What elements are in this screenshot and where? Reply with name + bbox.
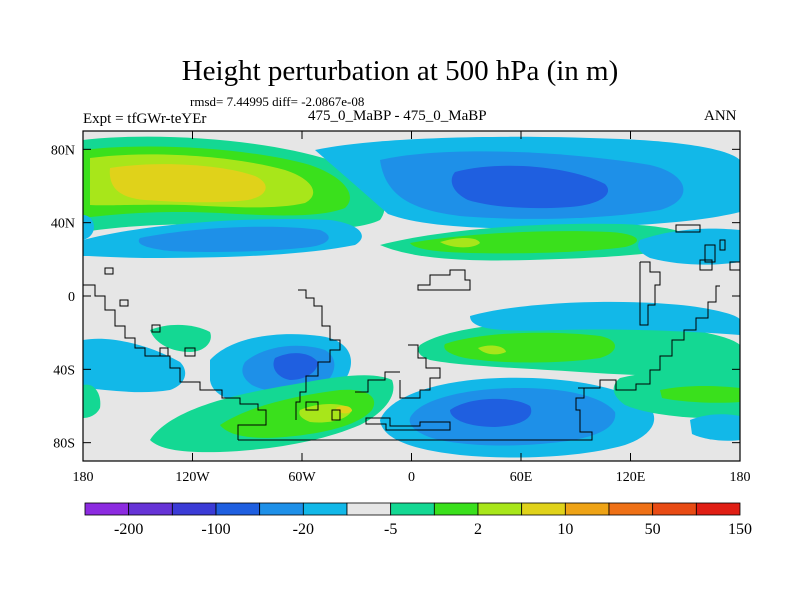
y-tick-label: 80N [51,143,75,158]
coast-island-g [159,347,169,357]
x-tick-label: 180 [730,470,751,485]
sh-indian-negative-north [470,301,740,335]
x-tick-label: 120E [616,470,646,485]
sh-far-east-negative [690,414,740,441]
colorbar-swatch [259,502,304,516]
y-tick-label: 0 [68,290,75,305]
colorbar-swatch [84,502,130,516]
coast-antarctica [238,388,593,441]
colorbar: -200 -100 -20 -5 2 10 50 150 [84,502,752,538]
coast-island-f [184,347,196,357]
colorbar-swatch [608,502,654,516]
x-tick-marks [82,131,741,461]
rmsd-diff-stats: rmsd= 7.44995 diff= -2.0867e-08 [190,94,365,109]
west-edge-negative [83,215,94,240]
experiment-label: Expt = tfGWr-teYEr [83,111,207,127]
coast-south-america [295,289,341,420]
colorbar-label: -5 [384,521,397,538]
sh-indian-positive-yellow [478,345,506,355]
coast-pacific-island [699,259,713,271]
coast-island-c [104,267,114,275]
colorbar-swatch [564,502,610,516]
coast-island-a [305,401,319,411]
coast-asia-islands [675,224,741,271]
sh-atlantic-positive-mid [220,389,375,438]
x-tick-label: 60E [510,470,533,485]
colorbar-swatch [695,502,741,516]
sh-west-negative-band [83,338,186,393]
y-tick-label: 40S [53,363,75,378]
colorbar-swatch [302,502,348,516]
nh-pacific-positive-core [109,164,266,203]
coast-africa [399,344,441,399]
sh-indian-positive-mid [444,332,615,363]
x-tick-labels: 180 120W 60W 0 60E 120E 180 [73,470,751,485]
nh-mid-positive-yellow [440,237,480,248]
sh-indian-negative-core [450,398,532,427]
nh-mid-negative-core [138,226,329,252]
season-label: ANN [704,108,737,124]
coast-island-b [331,409,341,421]
colorbar-label: -20 [293,521,314,538]
colorbar-swatch [652,502,697,516]
colorbar-label: -100 [201,521,230,538]
coast-north-africa [417,269,471,291]
continent-outlines [83,224,741,441]
colorbar-swatch [215,502,261,516]
sh-pacific-negative-core [273,353,318,380]
x-tick-label: 180 [73,470,94,485]
coast-australia [578,285,720,391]
coast-asia-east [639,261,661,326]
coast-island-e [151,324,161,333]
colorbar-label: 2 [474,521,482,538]
colorbar-swatch [477,502,523,516]
plot-title: Height perturbation at 500 hPa (in m) [181,55,619,87]
colorbar-swatch [171,502,217,516]
colorbar-swatch [433,502,479,516]
sh-southpac-positive [150,324,211,352]
nh-mid-positive-core [410,231,637,254]
coast-pacific-sh [160,355,267,440]
coast-island-d [119,299,129,307]
colorbar-label: 150 [728,521,752,538]
colorbar-swatch [390,502,435,516]
x-tick-label: 0 [408,470,415,485]
coast-antarctic-inner [365,417,451,431]
y-tick-label: 80S [53,437,75,452]
case-pair-label: 475_0_MaBP - 475_0_MaBP [308,108,487,124]
colorbar-label: 50 [645,521,661,538]
colorbar-label: -200 [114,521,143,538]
y-tick-labels: 80N 40N 0 40S 80S [51,143,75,451]
sh-west-edge-positive [83,384,101,418]
contour-field [83,136,740,458]
y-tick-marks [83,148,740,444]
coast-africa-west [355,371,400,393]
x-tick-label: 60W [288,470,316,485]
coast-central-america [83,284,160,357]
sh-east-positive-core [660,386,740,403]
colorbar-swatch [521,502,566,516]
nh-atlantic-negative-core [451,165,609,209]
colorbar-label: 10 [557,521,573,538]
y-tick-label: 40N [51,217,75,232]
x-tick-label: 120W [175,470,210,485]
colorbar-swatch [346,502,392,516]
colorbar-swatch [128,502,173,516]
